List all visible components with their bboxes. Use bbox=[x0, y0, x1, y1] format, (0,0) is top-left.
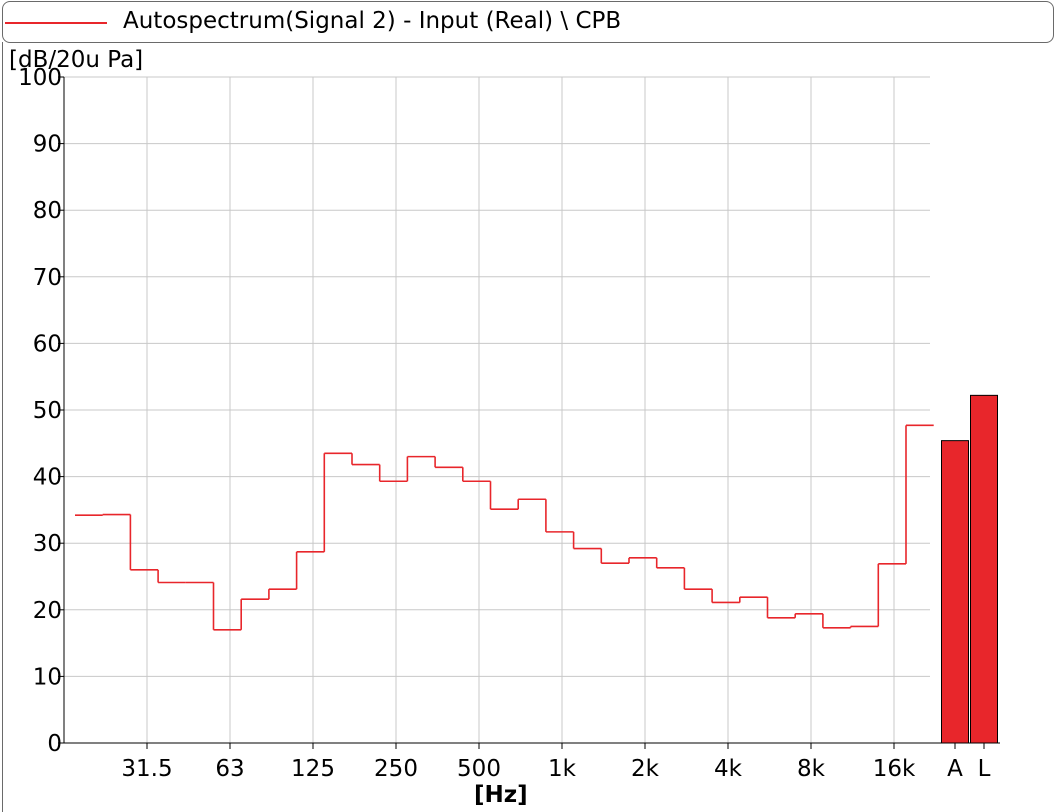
overall-bar-L bbox=[970, 394, 998, 744]
overall-bar-label-A: A bbox=[947, 756, 963, 782]
x-tick-label: 8k bbox=[797, 756, 826, 782]
y-axis-label: [dB/20u Pa] bbox=[9, 47, 144, 73]
y-tick-label: 30 bbox=[33, 531, 62, 557]
y-tick-label: 70 bbox=[33, 265, 62, 291]
x-tick-label: 125 bbox=[291, 756, 335, 782]
legend-series-swatch bbox=[5, 22, 107, 24]
x-tick-label: 63 bbox=[215, 756, 244, 782]
y-tick-label: 90 bbox=[33, 132, 62, 158]
x-tick-label: 1k bbox=[548, 756, 577, 782]
x-tick-label: 4k bbox=[714, 756, 743, 782]
overall-bar-A bbox=[941, 440, 969, 744]
legend-box: Autospectrum(Signal 2) - Input (Real) \ … bbox=[2, 1, 1054, 43]
legend-series-label: Autospectrum(Signal 2) - Input (Real) \ … bbox=[123, 8, 622, 34]
x-tick-label: 2k bbox=[631, 756, 660, 782]
overall-bar-label-L: L bbox=[978, 756, 991, 782]
x-axis-label: [Hz] bbox=[474, 782, 528, 808]
y-tick-label: 40 bbox=[33, 465, 62, 491]
y-tick-label: 100 bbox=[18, 65, 62, 91]
x-tick-label: 31.5 bbox=[121, 756, 172, 782]
y-tick-label: 50 bbox=[33, 398, 62, 424]
chart-left-border bbox=[2, 42, 3, 812]
spectrum-series bbox=[75, 424, 934, 631]
x-tick-label: 500 bbox=[457, 756, 501, 782]
y-tick-label: 20 bbox=[33, 598, 62, 624]
x-tick-label: 16k bbox=[873, 756, 916, 782]
y-tick-label: 60 bbox=[33, 331, 62, 357]
y-tick-label: 0 bbox=[47, 731, 62, 757]
y-tick-label: 10 bbox=[33, 664, 62, 690]
x-tick-label: 250 bbox=[374, 756, 418, 782]
y-tick-label: 80 bbox=[33, 198, 62, 224]
